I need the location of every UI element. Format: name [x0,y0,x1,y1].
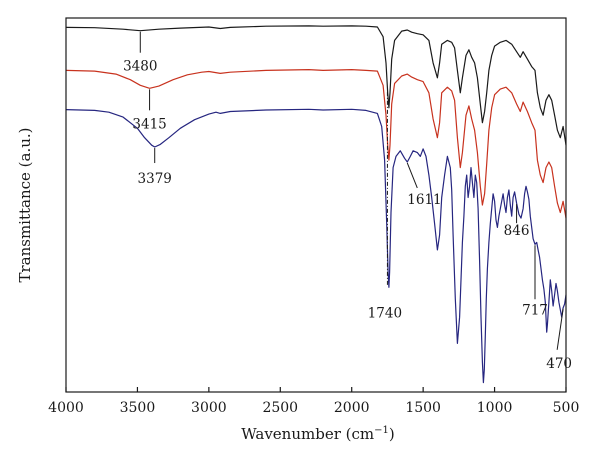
x-tick-label-3500: 3500 [120,400,156,416]
series-line-2 [65,68,567,219]
series-line-3 [65,108,567,384]
series-line-1 [65,25,567,146]
x-axis-label-sup: −1 [374,425,389,436]
annotation-label-717: 717 [522,302,548,318]
annotation-leader-1611 [406,162,418,189]
y-axis-label: Transmittance (a.u.) [16,127,34,282]
x-tick-label-500: 500 [553,400,580,416]
x-tick-label-1000: 1000 [477,400,513,416]
annotation-label-1740: 1740 [368,305,402,321]
x-tick-label-2500: 2500 [262,400,298,416]
x-tick-label-2000: 2000 [334,400,370,416]
annotation-layer: 3480 3415 3379 1611 1740 846 717 470 [123,31,572,372]
annotation-label-1611: 1611 [407,192,441,208]
x-axis-label-close: ) [389,425,395,443]
annotation-label-3379: 3379 [138,171,172,187]
x-tick-label-3000: 3000 [191,400,227,416]
annotation-label-846: 846 [504,223,530,239]
x-axis-label: Wavenumber (cm−1) [241,425,394,443]
plot-frame [65,17,567,393]
x-tick-layer: 4000 3500 3000 2500 2000 1500 1000 500 [48,387,579,416]
x-tick-label-4000: 4000 [48,400,84,416]
annotation-label-470: 470 [546,356,572,372]
x-axis-label-main: Wavenumber (cm [241,425,374,443]
annotation-label-3480: 3480 [123,59,157,75]
annotation-leader-470 [556,308,564,350]
annotation-label-3415: 3415 [132,116,166,132]
x-tick-label-1500: 1500 [405,400,441,416]
series-layer [65,25,567,384]
